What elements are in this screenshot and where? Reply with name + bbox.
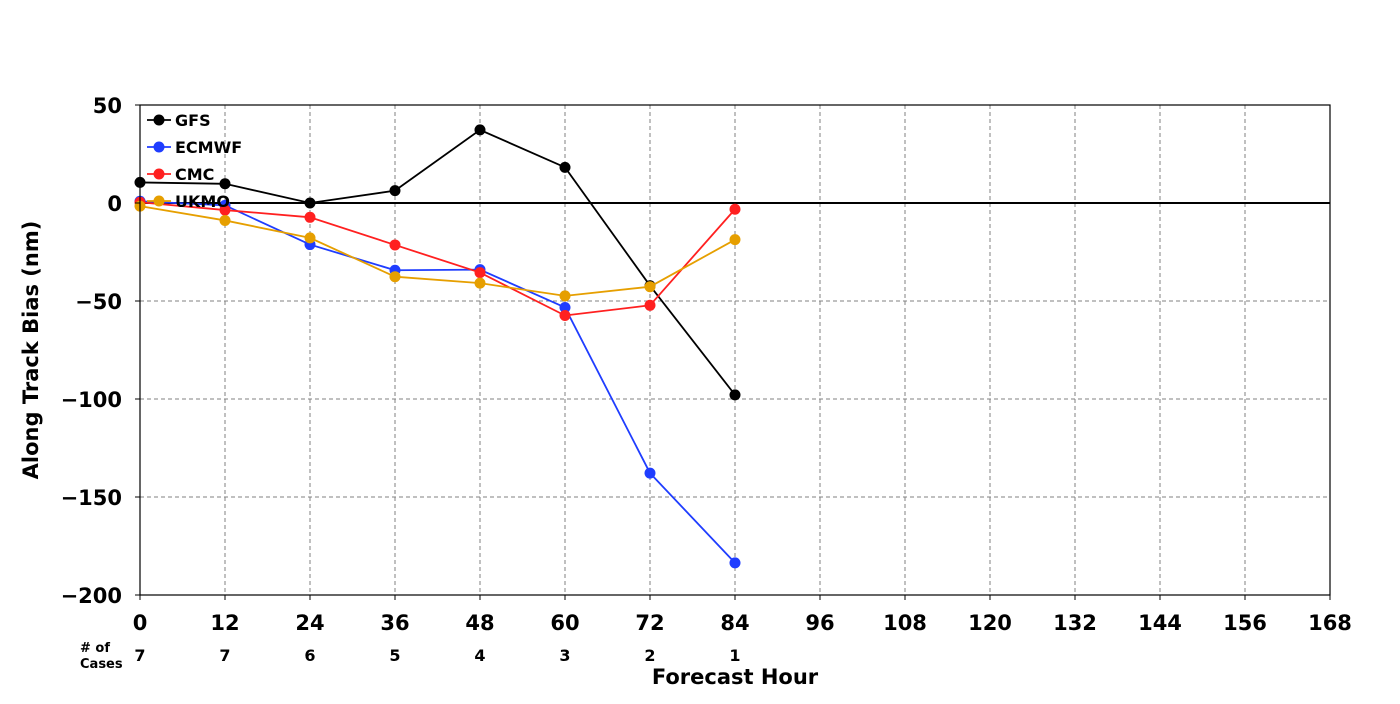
cases-count: 3 (559, 646, 570, 665)
series-ukmo (134, 200, 741, 302)
series-line (139, 201, 736, 317)
data-point (304, 232, 316, 244)
data-point (729, 389, 741, 401)
cases-label-line1: # of (80, 641, 110, 656)
cases-count: 7 (219, 646, 230, 665)
data-point (389, 185, 401, 197)
data-point (474, 267, 486, 279)
legend-label: UKMO (175, 192, 230, 211)
cases-count: 4 (474, 646, 485, 665)
x-tick-label: 72 (635, 611, 664, 635)
data-point (219, 214, 231, 226)
legend-label: GFS (175, 111, 211, 130)
x-tick-label: 36 (380, 611, 409, 635)
series-line (139, 200, 736, 564)
data-point (644, 299, 656, 311)
legend-label: CMC (175, 165, 214, 184)
x-tick-label: 168 (1308, 611, 1352, 635)
cases-count: 6 (304, 646, 315, 665)
data-point (304, 197, 316, 209)
legend-item-gfs: GFS (147, 111, 211, 130)
data-point (559, 301, 571, 313)
data-point (559, 161, 571, 173)
series-line (139, 128, 736, 396)
x-tick-label: 96 (805, 611, 834, 635)
data-point (219, 178, 231, 190)
legend-label: ECMWF (175, 138, 242, 157)
legend-swatch-marker (153, 195, 165, 207)
data-point (219, 204, 231, 216)
cases-count: 2 (644, 646, 655, 665)
data-point (474, 277, 486, 289)
x-tick-label: 156 (1223, 611, 1267, 635)
data-point (559, 310, 571, 322)
x-tick-label: 144 (1138, 611, 1182, 635)
data-point (729, 203, 741, 215)
legend-swatch-marker (153, 114, 165, 126)
x-tick-label: 120 (968, 611, 1012, 635)
legend-swatch-marker (153, 141, 165, 153)
data-point (304, 211, 316, 223)
x-tick-label: 84 (720, 611, 749, 635)
series-lines (134, 124, 741, 569)
data-point (729, 234, 741, 246)
y-tick-label: −100 (61, 388, 122, 412)
x-tick-label: 108 (883, 611, 927, 635)
x-axis-label: Forecast Hour (652, 665, 819, 689)
data-point (389, 239, 401, 251)
grid-lines (140, 105, 1330, 595)
y-tick-label: −200 (61, 584, 122, 608)
legend-item-ukmo: UKMO (147, 192, 230, 211)
x-tick-label: 132 (1053, 611, 1097, 635)
y-axis-label: Along Track Bias (nm) (19, 221, 43, 480)
data-point (474, 124, 486, 136)
legend-item-ecmwf: ECMWF (147, 138, 242, 157)
y-tick-label: 0 (107, 192, 122, 216)
x-tick-label: 24 (295, 611, 324, 635)
data-point (559, 290, 571, 302)
series-cmc (134, 196, 741, 322)
x-tick-label: 12 (210, 611, 239, 635)
x-tick-label: 60 (550, 611, 579, 635)
cases-count: 1 (729, 646, 740, 665)
cases-count: 5 (389, 646, 400, 665)
data-point (389, 271, 401, 283)
y-tick-label: 50 (93, 94, 122, 118)
data-point (729, 557, 741, 569)
legend: GFS ECMWF CMC UKMO (147, 111, 242, 211)
y-tick-label: −50 (75, 290, 122, 314)
data-point (644, 281, 656, 293)
legend-item-cmc: CMC (147, 165, 214, 184)
x-tick-label: 0 (133, 611, 148, 635)
x-tick-label: 48 (465, 611, 494, 635)
axis-ticks: 0 12 24 36 48 60 72 84 96 108 120 132 144 156 168 50 0 −5… (61, 94, 1352, 635)
y-tick-label: −150 (61, 486, 122, 510)
legend-swatch-marker (153, 168, 165, 180)
cases-label-line2: Cases (80, 657, 123, 672)
series-line (139, 205, 736, 297)
cases-count: 7 (134, 646, 145, 665)
data-point (644, 467, 656, 479)
